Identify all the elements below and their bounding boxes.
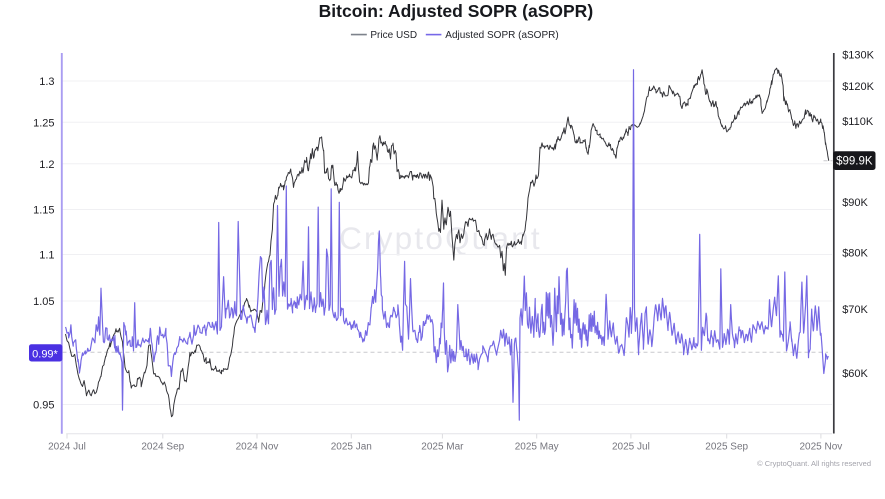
svg-text:$120K: $120K [842,81,874,93]
svg-text:2025 Nov: 2025 Nov [799,441,842,452]
svg-text:0.99*: 0.99* [32,348,58,360]
svg-text:2024 Sep: 2024 Sep [141,441,184,452]
svg-text:2025 Jan: 2025 Jan [331,441,372,452]
svg-text:Adjusted SOPR (aSOPR): Adjusted SOPR (aSOPR) [445,30,558,41]
svg-text:2025 May: 2025 May [515,441,559,452]
svg-text:$80K: $80K [842,248,868,260]
svg-text:2025 Sep: 2025 Sep [705,441,748,452]
svg-text:$90K: $90K [842,197,868,209]
svg-text:$110K: $110K [842,116,874,128]
svg-text:2024 Jul: 2024 Jul [48,441,86,452]
svg-text:$99.9K: $99.9K [836,156,873,168]
svg-text:0.95: 0.95 [33,400,54,412]
svg-text:2024 Nov: 2024 Nov [236,441,279,452]
svg-text:Bitcoin: Adjusted SOPR (aSOPR): Bitcoin: Adjusted SOPR (aSOPR) [319,1,594,21]
svg-text:1.3: 1.3 [39,76,54,88]
svg-text:$60K: $60K [842,368,868,380]
svg-text:1.25: 1.25 [33,117,54,129]
svg-text:1.15: 1.15 [33,205,54,217]
svg-text:1.2: 1.2 [39,159,54,171]
svg-text:$70K: $70K [842,304,868,316]
svg-text:$130K: $130K [842,50,874,62]
svg-text:1.05: 1.05 [33,296,54,308]
svg-text:1.1: 1.1 [39,250,54,262]
svg-text:Price USD: Price USD [370,30,417,41]
svg-text:2025 Mar: 2025 Mar [421,441,464,452]
svg-text:© CryptoQuant. All rights rese: © CryptoQuant. All rights reserved [757,459,871,468]
svg-text:2025 Jul: 2025 Jul [612,441,650,452]
